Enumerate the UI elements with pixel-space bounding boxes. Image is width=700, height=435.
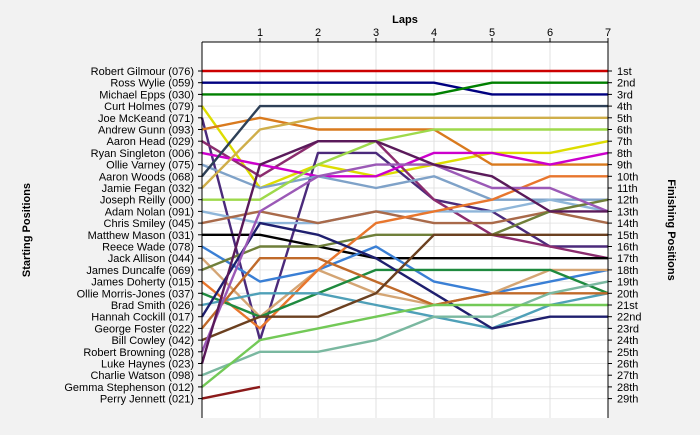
finishing-label: 13th [617,206,638,218]
finishing-label: 19th [617,277,638,289]
finishing-label: 4th [617,101,632,113]
finishing-label: 18th [617,265,638,277]
series-line-20 [201,268,609,318]
chart-title: Laps [392,14,418,26]
series-line-26 [200,139,608,364]
finishing-label: 12th [617,195,638,207]
finishing-label: 25th [617,347,638,359]
driver-label: Jack Allison (044) [108,253,194,265]
series-line-23 [201,257,608,330]
driver-label: Charlie Watson (098) [90,370,194,382]
driver-label: Matthew Mason (031) [88,230,194,242]
series-line-15 [202,233,608,260]
series-line-27 [201,280,609,377]
driver-label: Michael Epps (030) [99,89,194,101]
series-lines [200,69,609,400]
series-line-22 [200,221,608,330]
finishing-label: 15th [617,230,638,242]
driver-label: James Duncalfe (069) [86,265,194,277]
x-tick-label: 3 [373,27,379,39]
driver-label: Robert Gilmour (076) [91,66,194,78]
driver-label: Gemma Stephenson (012) [64,382,194,394]
y-axis-label-right: Finishing Positions [665,179,677,280]
driver-label: Aaron Woods (068) [99,171,194,183]
driver-label: Joseph Reilly (000) [100,195,194,207]
y-axis-label-left: Starting Positions [21,183,33,277]
series-line-18 [201,198,609,272]
driver-label: Brad Smith (026) [111,300,194,312]
finishing-label: 6th [617,125,632,137]
series-line-9 [201,163,608,201]
x-tick-label: 2 [315,27,321,39]
driver-label: Aaron Head (029) [107,136,194,148]
finishing-label: 11th [617,183,638,195]
x-tick-label: 6 [547,27,553,39]
series-line-29 [201,385,261,400]
driver-label: Hannah Cockill (017) [91,312,194,324]
finishing-label: 27th [617,370,638,382]
finishing-label: 8th [617,148,632,160]
driver-label: Joe McKeand (071) [98,113,194,125]
finishing-label: 28th [617,382,638,394]
finishing-label: 29th [617,394,638,406]
finishing-label: 22nd [617,312,641,324]
driver-label: Luke Haynes (023) [101,359,194,371]
series-line-7 [201,139,609,260]
finishing-label: 21st [617,300,638,312]
x-tick-label: 1 [257,27,263,39]
driver-label: Reece Wade (078) [102,242,194,254]
driver-label: George Foster (022) [94,323,194,335]
series-line-11 [201,116,608,189]
driver-label: Jamie Fegan (032) [102,183,194,195]
series-line-17 [201,257,608,318]
finishing-label: 16th [617,242,638,254]
plot-area [202,42,608,418]
driver-label: Robert Browning (028) [83,347,194,359]
series-line-12 [202,128,608,201]
x-tick-label: 4 [431,27,437,39]
finishing-label: 7th [617,136,632,148]
finishing-label: 23rd [617,323,639,335]
finishing-label: 17th [617,253,638,265]
driver-label: Adam Nolan (091) [105,206,194,218]
series-line-2 [202,81,608,96]
driver-label: Bill Cowley (042) [111,335,194,347]
driver-label: Ryan Singleton (006) [91,148,194,160]
finishing-label: 1st [617,66,632,78]
finishing-label: 26th [617,359,638,371]
series-line-6 [201,116,608,166]
driver-label: Curt Holmes (079) [104,101,194,113]
finishing-label: 24th [617,335,638,347]
finishing-label: 5th [617,113,632,125]
driver-label: Perry Jennett (021) [100,394,194,406]
axes: 1 2 3 4 5 6 7 Robert Gilmour (076)Ross Wylie (0… [64,27,641,418]
finishing-label: 20th [617,288,638,300]
finishing-label: 10th [617,171,638,183]
series-line-19 [201,175,608,330]
series-line-10 [201,104,608,178]
series-line-3 [202,81,608,96]
driver-label: James Doherty (015) [91,277,194,289]
finishing-label: 9th [617,160,632,172]
finishing-label: 14th [617,218,638,230]
series-line-13 [201,198,609,225]
driver-label: Ross Wylie (059) [110,78,194,90]
x-tick-label: 5 [489,27,495,39]
finishing-label: 2nd [617,78,635,90]
finishing-label: 3rd [617,89,633,101]
series-line-28 [201,303,608,388]
driver-label: Andrew Gunn (093) [98,125,194,137]
series-line-25 [200,163,609,353]
series-line-24 [201,233,608,342]
driver-label: Ollie Varney (075) [106,160,194,172]
driver-label: Chris Smiley (045) [104,218,194,230]
x-tick-label: 7 [605,27,611,39]
driver-label: Ollie Morris-Jones (037) [77,288,194,300]
